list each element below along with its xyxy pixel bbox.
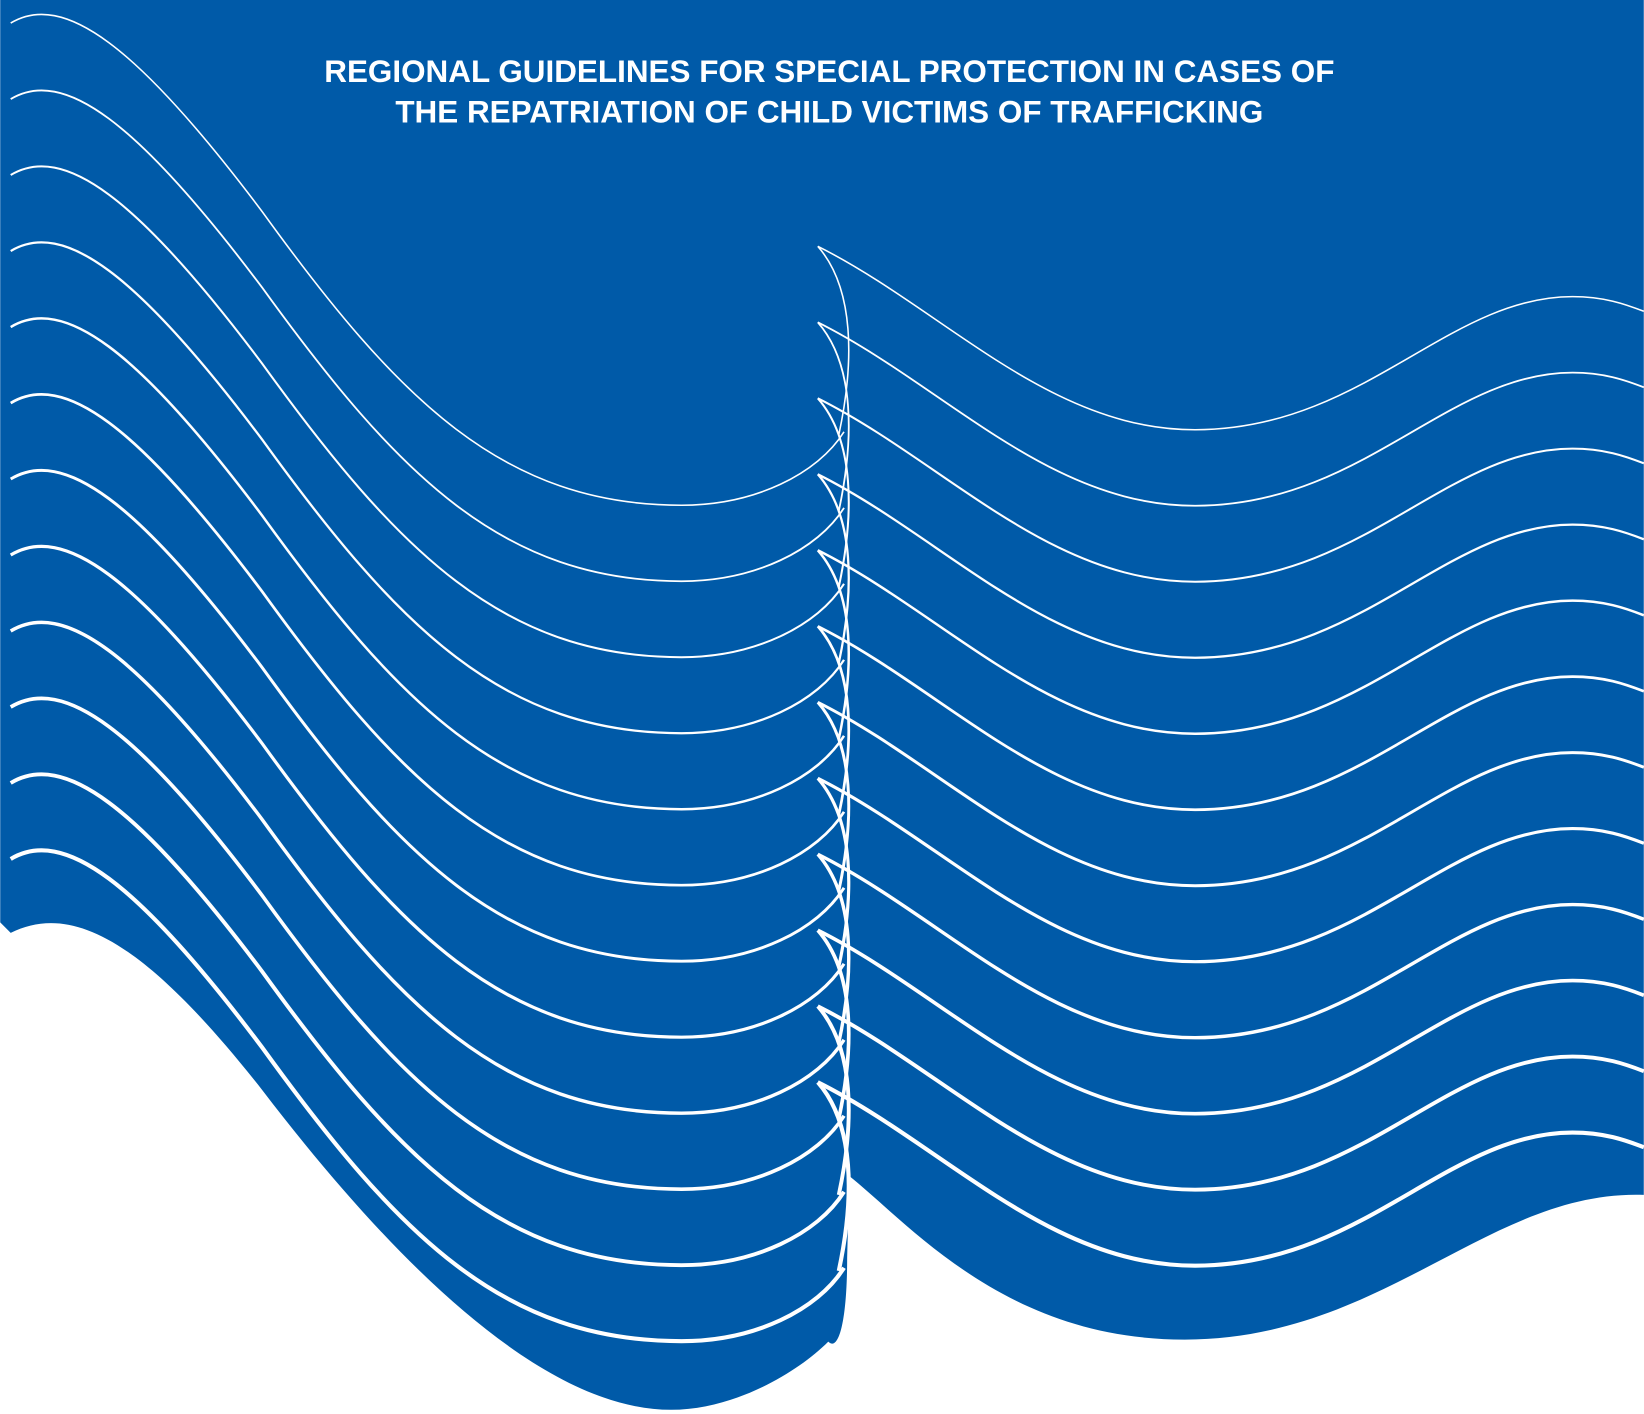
wave-line [10,13,845,507]
wave-line [816,1080,851,1272]
wave-line [10,317,846,811]
wave-line [816,1004,851,1196]
wave-line [816,853,851,1044]
wave-line [816,929,851,1120]
wave-line [817,321,850,512]
wave-line [816,1080,1644,1268]
wave-line [817,700,1644,888]
wave-line [9,772,846,1268]
wave-line [9,544,846,1039]
wave-line [817,397,1644,583]
wave-line [10,165,845,659]
wave-line [816,473,850,664]
wave-line [817,245,850,436]
wave-line [10,89,845,583]
wave-line [9,848,846,1344]
wave-line [816,777,851,968]
wave-line [817,321,1644,507]
wave-line [817,245,1644,431]
wave-line [9,469,846,963]
title-line: THE REPATRIATION OF CHILD VICTIMS OF TRA… [395,95,1263,130]
wave-line [817,852,1644,1040]
wave-line [816,701,851,892]
wave-line [816,928,1644,1116]
wave-line [817,397,850,588]
wave-line [816,549,850,740]
wave-line [10,393,846,887]
wave-line [10,241,845,735]
wave-line [817,549,1644,735]
wave-line [817,473,1644,659]
wave-line [817,625,1644,812]
wave-line [816,1004,1644,1192]
wave-line [9,620,846,1115]
waves [9,13,1644,1344]
wave-line [816,625,851,816]
title-line: REGIONAL GUIDELINES FOR SPECIAL PROTECTI… [324,54,1334,89]
wave-line [817,776,1644,964]
wave-line [9,696,846,1191]
